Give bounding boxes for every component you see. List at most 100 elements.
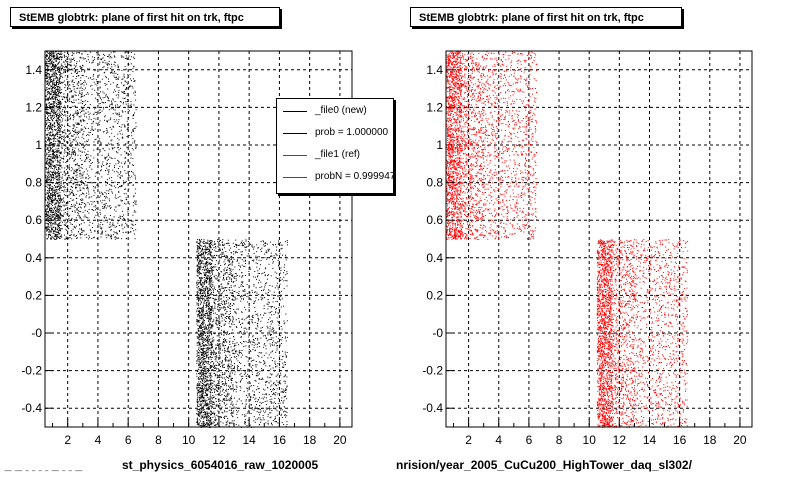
data-point	[52, 194, 54, 196]
data-point	[79, 228, 81, 230]
data-point	[241, 254, 243, 256]
data-point	[120, 154, 122, 156]
data-point	[85, 176, 87, 178]
data-point	[49, 163, 51, 165]
data-point	[275, 254, 277, 256]
data-point	[198, 271, 200, 273]
data-point	[221, 315, 223, 317]
data-point	[276, 349, 278, 351]
data-point	[226, 370, 227, 372]
data-point	[211, 414, 212, 416]
data-point	[115, 72, 117, 74]
data-point	[211, 240, 213, 242]
data-point	[207, 301, 209, 303]
data-point	[85, 112, 87, 114]
data-point	[71, 177, 73, 179]
data-point	[269, 409, 271, 411]
data-point	[104, 158, 106, 160]
data-point	[47, 76, 49, 78]
data-point	[96, 99, 98, 100]
data-point	[223, 392, 225, 394]
data-point	[202, 251, 204, 253]
data-point	[115, 90, 117, 92]
data-point	[112, 225, 114, 227]
data-point	[59, 195, 61, 197]
data-point	[90, 231, 92, 233]
data-point	[205, 403, 207, 405]
data-point	[119, 215, 121, 217]
data-point	[59, 164, 61, 166]
data-point	[57, 100, 59, 102]
data-point	[86, 236, 88, 238]
data-point	[49, 87, 51, 89]
data-point	[64, 150, 66, 152]
data-point	[70, 117, 71, 119]
data-point	[60, 210, 62, 212]
data-point	[211, 345, 213, 347]
data-point	[104, 119, 105, 121]
data-point	[54, 93, 56, 95]
data-point	[271, 306, 273, 307]
data-point	[65, 115, 67, 117]
data-point	[210, 342, 212, 344]
data-point	[50, 166, 52, 168]
data-point	[85, 177, 87, 179]
data-point	[210, 398, 212, 400]
data-point	[280, 270, 282, 272]
data-point	[233, 420, 235, 422]
data-point	[61, 56, 63, 58]
data-point	[220, 265, 222, 266]
data-point	[67, 146, 69, 148]
data-point	[51, 68, 53, 70]
data-point	[56, 91, 57, 93]
data-point	[265, 381, 267, 383]
data-point	[55, 77, 57, 79]
data-point	[233, 339, 235, 341]
data-point	[51, 191, 53, 193]
data-point	[256, 313, 258, 315]
data-point	[50, 123, 52, 125]
data-point	[256, 244, 258, 246]
data-point	[54, 171, 56, 173]
data-point	[55, 164, 57, 166]
data-point	[48, 235, 50, 237]
data-point	[84, 183, 86, 185]
data-point	[54, 129, 56, 131]
data-point	[50, 165, 52, 166]
data-point	[105, 202, 107, 204]
data-point	[45, 122, 47, 124]
data-point	[127, 103, 129, 105]
data-point	[121, 225, 123, 227]
data-point	[207, 347, 209, 349]
data-point	[48, 76, 50, 78]
data-point	[46, 103, 48, 105]
data-point	[253, 340, 255, 342]
data-point	[199, 260, 201, 262]
data-point	[110, 184, 112, 186]
data-point	[66, 125, 68, 127]
data-point	[201, 388, 202, 390]
data-point	[286, 271, 288, 273]
data-point	[111, 132, 113, 134]
data-point	[54, 166, 56, 168]
data-point	[64, 100, 66, 102]
data-point	[72, 53, 74, 55]
data-point	[199, 381, 201, 383]
data-point	[50, 98, 52, 100]
data-point	[48, 226, 50, 228]
data-point	[66, 169, 68, 171]
data-point	[51, 74, 53, 76]
data-point	[96, 84, 98, 86]
data-point	[210, 294, 212, 296]
data-point	[235, 251, 237, 253]
data-point	[78, 210, 80, 212]
data-point	[74, 151, 76, 153]
data-point	[205, 352, 207, 354]
data-point	[270, 389, 271, 390]
data-point	[106, 162, 108, 164]
data-point	[51, 153, 53, 155]
data-point	[112, 169, 114, 171]
data-point	[56, 105, 58, 107]
data-point	[205, 279, 207, 281]
data-point	[98, 216, 100, 218]
